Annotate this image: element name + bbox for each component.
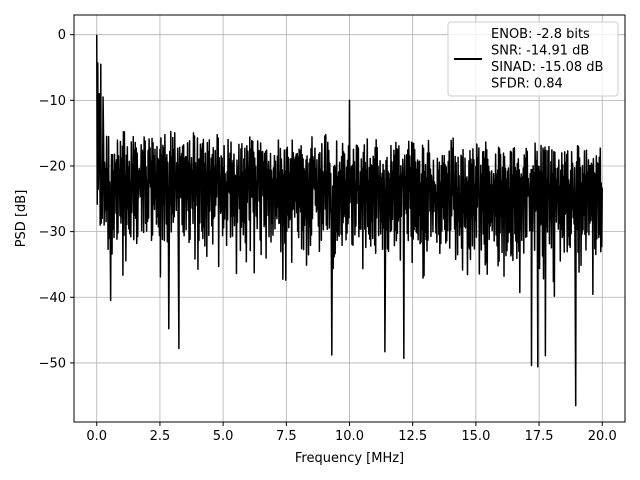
x-tick-label: 15.0 [461, 429, 490, 444]
legend-snr: SNR: -14.91 dB [491, 44, 589, 59]
y-tick-label: −40 [39, 291, 66, 306]
x-tick-label: 2.5 [150, 429, 171, 444]
tick-layer: 0.0 2.5 5.0 7.5 10.0 12.5 15.0 17.5 20.0 0 −10 −20 −… [39, 28, 617, 444]
y-tick-label: −30 [39, 225, 66, 240]
y-tick-label: −50 [39, 356, 66, 371]
x-tick-label: 7.5 [276, 429, 297, 444]
legend-box [447, 21, 619, 97]
series-layer [96, 34, 603, 407]
legend: ENOB: -2.8 bits SNR: -14.91 dB SINAD: -1… [447, 21, 619, 97]
x-tick-label: 12.5 [398, 429, 427, 444]
legend-enob: ENOB: -2.8 bits [491, 27, 590, 42]
legend-sfdr: SFDR: 0.84 [491, 77, 563, 92]
x-tick-label: 10.0 [335, 429, 364, 444]
y-tick-label: 0 [58, 28, 66, 43]
y-tick-label: −20 [39, 159, 66, 174]
x-tick-label: 5.0 [213, 429, 234, 444]
x-tick-label: 0.0 [86, 429, 107, 444]
y-tick-label: −10 [39, 94, 66, 109]
legend-sinad: SINAD: -15.08 dB [491, 60, 603, 75]
x-axis-label: Frequency [MHz] [295, 451, 404, 466]
x-tick-label: 17.5 [525, 429, 554, 444]
x-tick-label: 20.0 [588, 429, 617, 444]
y-axis-label: PSD [dB] [14, 190, 29, 248]
